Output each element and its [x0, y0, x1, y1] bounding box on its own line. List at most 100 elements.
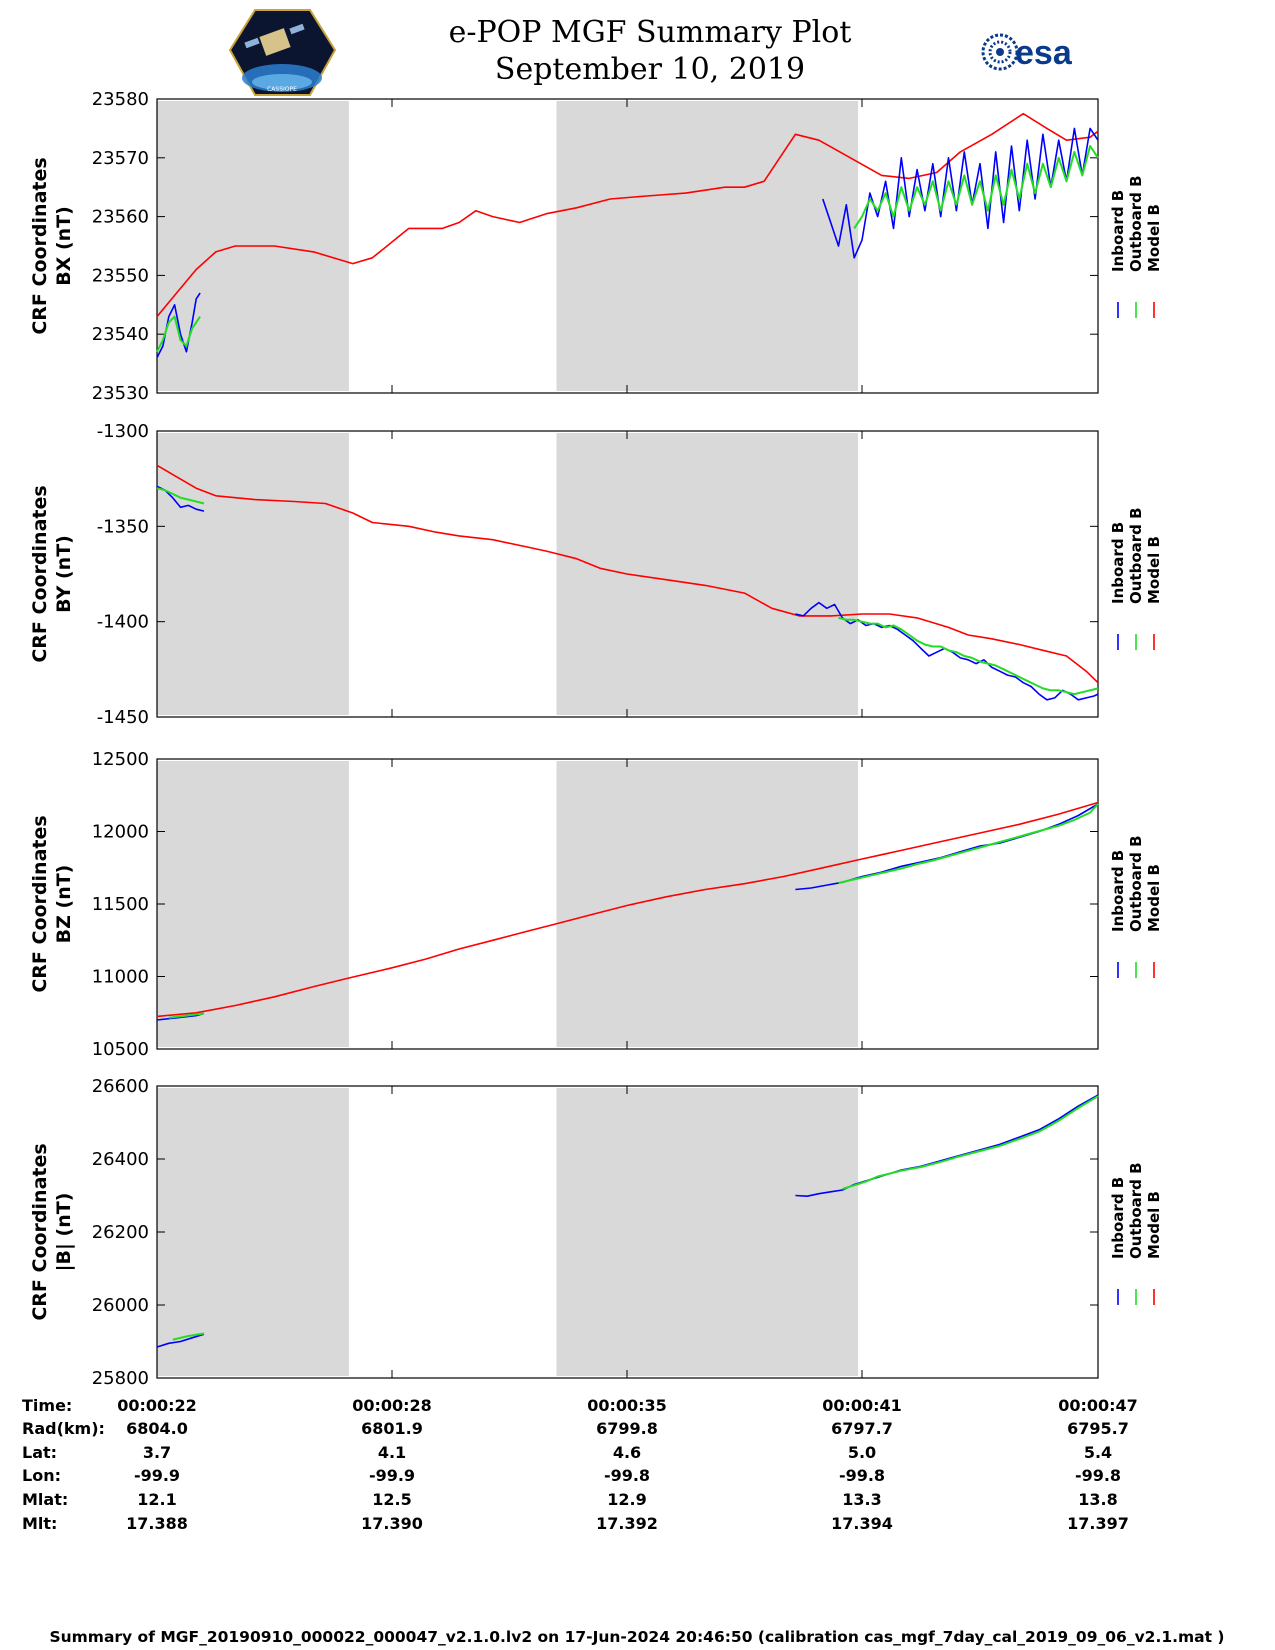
- y-tick-label: -1400: [97, 612, 149, 633]
- y-axis-label-line2: BZ (nT): [53, 865, 75, 944]
- info-value-lon: -99.9: [134, 1466, 180, 1485]
- y-tick-label: 23580: [92, 89, 149, 110]
- y-tick-label: -1450: [97, 707, 149, 728]
- info-value-lon: -99.8: [839, 1466, 885, 1485]
- esa-logo-text: esa: [1015, 34, 1073, 72]
- y-axis-label-line1: CRF Coordinates: [29, 485, 51, 662]
- chart-panel-1: 23580 23570 23560 23550 23540 23530 CRF Coordi…: [29, 89, 1163, 404]
- info-value-rad: 6804.0: [126, 1419, 188, 1438]
- y-tick-label: 23560: [92, 207, 149, 228]
- y-tick-label: 23540: [92, 324, 149, 345]
- y-tick-label: 12000: [92, 822, 149, 843]
- shaded-interval-1: [157, 433, 349, 715]
- info-value-lat: 5.4: [1084, 1443, 1112, 1462]
- legend-label-model-b: Model B: [1145, 1191, 1163, 1259]
- legend-label-inboard-b: Inboard B: [1109, 522, 1127, 604]
- series-line-outboard-b-1: [172, 1332, 205, 1341]
- info-row-label-time: Time:: [22, 1396, 72, 1415]
- info-value-rad: 6799.8: [596, 1419, 658, 1438]
- info-value-time: 00:00:22: [117, 1396, 197, 1415]
- y-tick-label: -1350: [97, 516, 149, 537]
- legend: Inboard B Outboard B Model B: [1109, 835, 1163, 978]
- info-value-time: 00:00:47: [1058, 1396, 1138, 1415]
- page-title: e-POP MGF Summary Plot: [449, 15, 852, 50]
- info-value-mlat: 13.3: [842, 1490, 881, 1509]
- shaded-interval-1: [157, 1088, 349, 1376]
- info-value-mlt: 17.388: [126, 1514, 188, 1533]
- info-value-lat: 3.7: [143, 1443, 171, 1462]
- y-tick-label: 23570: [92, 148, 149, 169]
- legend-label-model-b: Model B: [1145, 536, 1163, 604]
- series-line-outboard-b-1: [156, 315, 201, 353]
- info-row-label-rad: Rad(km):: [22, 1419, 105, 1438]
- info-value-mlat: 13.8: [1078, 1490, 1117, 1509]
- info-value-rad: 6797.7: [831, 1419, 893, 1438]
- info-value-time: 00:00:35: [587, 1396, 667, 1415]
- info-value-mlat: 12.5: [372, 1490, 411, 1509]
- y-axis-label-line2: BY (nT): [53, 535, 75, 613]
- info-value-mlat: 12.1: [137, 1490, 176, 1509]
- info-value-mlt: 17.397: [1067, 1514, 1129, 1533]
- y-tick-label: 10500: [92, 1039, 149, 1060]
- y-tick-label: 26200: [92, 1222, 149, 1243]
- legend-label-inboard-b: Inboard B: [1109, 850, 1127, 932]
- info-value-mlt: 17.392: [596, 1514, 658, 1533]
- info-row-label-lon: Lon:: [22, 1466, 61, 1485]
- cassiope-logo-text: CASSIOPE: [267, 86, 297, 93]
- chart-panel-2: -1300 -1350 -1400 -1450 CRF Coordinates BY (n…: [29, 421, 1163, 728]
- info-row-label-mlt: Mlt:: [22, 1514, 57, 1533]
- series-line-model-b-1: [156, 112, 1099, 318]
- legend-label-outboard-b: Outboard B: [1127, 1162, 1145, 1259]
- y-axis-label-line1: CRF Coordinates: [29, 1143, 51, 1320]
- y-tick-label: 12500: [92, 749, 149, 770]
- legend-label-inboard-b: Inboard B: [1109, 190, 1127, 272]
- footer-caption: Summary of MGF_20190910_000022_000047_v2…: [49, 1628, 1224, 1646]
- info-row-label-mlat: Mlat:: [22, 1490, 68, 1509]
- info-value-lon: -99.8: [604, 1466, 650, 1485]
- info-value-lon: -99.8: [1075, 1466, 1121, 1485]
- chart-panel-4: 26600 26400 26200 26000 25800 CRF Coordinates…: [29, 1076, 1163, 1389]
- y-axis-label-line2: |B| (nT): [53, 1193, 75, 1272]
- series-line-outboard-b-2: [853, 145, 1099, 229]
- legend: Inboard B Outboard B Model B: [1109, 1162, 1163, 1305]
- series-line-model-b-1: [156, 801, 1099, 1018]
- info-value-rad: 6795.7: [1067, 1419, 1129, 1438]
- series-line-outboard-b-2: [838, 616, 1099, 696]
- info-value-lat: 4.6: [613, 1443, 641, 1462]
- legend: Inboard B Outboard B Model B: [1109, 507, 1163, 650]
- info-value-lat: 5.0: [848, 1443, 876, 1462]
- y-tick-label: 11000: [92, 967, 149, 988]
- page-date: September 10, 2019: [495, 52, 805, 87]
- series-line-inboard-b-1: [156, 1333, 205, 1348]
- y-tick-label: 25800: [92, 1368, 149, 1389]
- info-value-time: 00:00:28: [352, 1396, 432, 1415]
- shaded-interval-2: [556, 761, 859, 1047]
- info-value-time: 00:00:41: [822, 1396, 902, 1415]
- legend: Inboard B Outboard B Model B: [1109, 175, 1163, 318]
- info-value-rad: 6801.9: [361, 1419, 423, 1438]
- legend-label-outboard-b: Outboard B: [1127, 175, 1145, 272]
- series-line-outboard-b-2: [842, 1095, 1099, 1190]
- info-value-mlt: 17.390: [361, 1514, 423, 1533]
- y-tick-label: 26000: [92, 1295, 149, 1316]
- legend-label-model-b: Model B: [1145, 864, 1163, 932]
- info-value-lon: -99.9: [369, 1466, 415, 1485]
- shaded-interval-1: [157, 761, 349, 1047]
- info-value-mlat: 12.9: [607, 1490, 646, 1509]
- info-value-mlt: 17.394: [831, 1514, 893, 1533]
- y-tick-label: 26600: [92, 1076, 149, 1097]
- y-axis-label-line1: CRF Coordinates: [29, 157, 51, 334]
- series-line-outboard-b-1: [156, 487, 205, 505]
- y-axis-label-line2: BX (nT): [53, 206, 75, 286]
- series-line-model-b-1: [156, 464, 1099, 684]
- y-tick-label: 23530: [92, 383, 149, 404]
- y-tick-label: 11500: [92, 894, 149, 915]
- info-value-lat: 4.1: [378, 1443, 406, 1462]
- legend-label-model-b: Model B: [1145, 204, 1163, 272]
- legend-label-outboard-b: Outboard B: [1127, 507, 1145, 604]
- y-tick-label: 26400: [92, 1149, 149, 1170]
- y-tick-label: -1300: [97, 421, 149, 442]
- chart-panel-3: 12500 12000 11500 11000 10500 CRF Coordinates…: [29, 749, 1163, 1060]
- y-axis-label-line1: CRF Coordinates: [29, 815, 51, 992]
